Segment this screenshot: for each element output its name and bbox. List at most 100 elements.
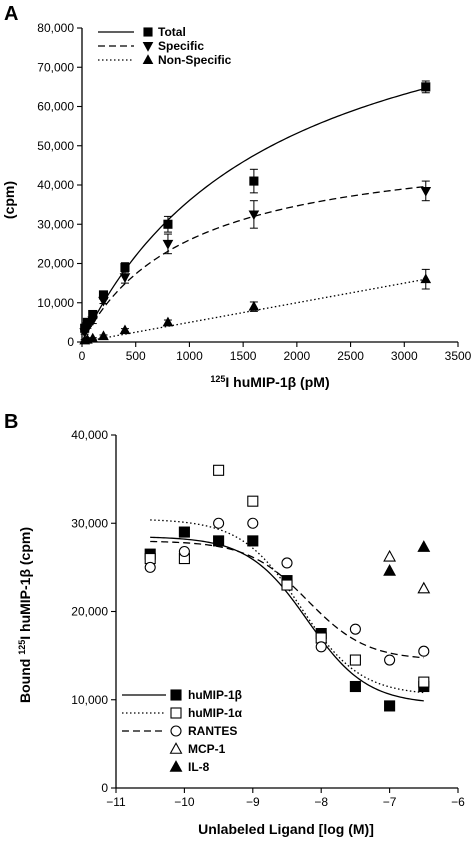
x-tick-label: −6	[451, 795, 465, 809]
data-point-specific	[248, 210, 260, 221]
x-tick-label: 2000	[284, 349, 311, 363]
x-tick-label: 3000	[391, 349, 418, 363]
legend-marker-mcp-1	[169, 742, 183, 754]
fit-curve-specific	[81, 185, 426, 343]
panel-b-fit-curves	[150, 519, 424, 702]
data-point-humip-1	[213, 464, 225, 476]
x-tick-label: 2500	[337, 349, 364, 363]
y-tick-label: 30,000	[37, 217, 74, 231]
x-tick-label: −11	[106, 795, 126, 809]
data-point-non-specific	[162, 316, 174, 327]
data-point-rantes	[247, 517, 259, 529]
fit-curve-humip-1	[150, 519, 424, 694]
y-tick-label: 0	[67, 335, 74, 349]
panel-b-legend: huMIP-1β huMIP-1α RANTES MCP-1 IL-8	[122, 688, 243, 774]
panel-b-axes	[115, 435, 458, 789]
data-point-specific	[162, 239, 174, 250]
panel-b-x-axis-label: Unlabeled Ligand [log (M)]	[198, 821, 374, 837]
data-point-humip-1	[281, 579, 293, 591]
data-point-specific	[98, 296, 109, 307]
y-tick-label: 80,000	[37, 21, 74, 35]
panel-a-fit-curves	[81, 87, 426, 343]
panel-b-data-points	[144, 464, 431, 712]
data-point-rantes	[349, 623, 361, 635]
legend-marker-humip-1	[170, 707, 182, 719]
legend-marker-non-specific	[142, 54, 154, 64]
data-point-specific	[119, 273, 131, 283]
legend-label-mcp-1: MCP-1	[188, 742, 226, 756]
x-tick-label: 500	[126, 349, 146, 363]
data-point-mcp-1	[417, 581, 431, 594]
data-point-rantes	[384, 654, 396, 666]
data-point-total	[163, 219, 173, 229]
data-point-humip-1	[178, 526, 190, 538]
y-tick-label: 30,000	[71, 516, 108, 530]
legend-label-humip-1: huMIP-1β	[188, 688, 242, 702]
y-tick-label: 20,000	[71, 605, 108, 619]
data-point-total	[421, 82, 431, 92]
x-tick-label: 0	[79, 349, 86, 363]
data-point-non-specific	[420, 273, 432, 284]
x-tick-label: 1000	[176, 349, 203, 363]
y-tick-label: 20,000	[37, 257, 74, 271]
panel-b-y-axis-label: Bound 125I huMIP-1β (cpm)	[17, 527, 33, 703]
legend-label-non-specific: Non-Specific	[158, 53, 232, 67]
legend-label-il-8: IL-8	[188, 760, 210, 774]
data-point-humip-1	[247, 535, 259, 547]
x-tick-label: −8	[314, 795, 328, 809]
legend-marker-rantes	[170, 725, 182, 737]
legend-marker-specific	[142, 42, 154, 52]
y-tick-label: 40,000	[37, 178, 74, 192]
data-point-humip-1	[384, 700, 396, 712]
data-point-humip-1	[213, 535, 225, 547]
data-point-total	[249, 176, 259, 186]
data-point-rantes	[315, 641, 327, 653]
data-point-mcp-1	[383, 549, 397, 562]
y-tick-label: 10,000	[71, 693, 108, 707]
fit-curve-total	[81, 87, 426, 343]
legend-label-rantes: RANTES	[188, 724, 237, 738]
data-point-total	[120, 262, 130, 272]
data-point-il-8	[417, 540, 431, 552]
panel-b-chart: −11 −10 −9 −8 −7 −6010,00020,00030,00040,000 …	[17, 428, 465, 837]
data-point-humip-1	[247, 495, 259, 507]
data-point-humip-1	[349, 654, 361, 666]
x-tick-label: −9	[246, 795, 260, 809]
panel-a-data-points	[79, 80, 432, 345]
legend-marker-il-8	[169, 760, 183, 772]
legend-marker-humip-1	[170, 689, 182, 701]
x-tick-label: 1500	[230, 349, 257, 363]
data-point-rantes	[144, 561, 156, 573]
y-tick-label: 10,000	[37, 296, 74, 310]
data-point-non-specific	[248, 300, 260, 311]
data-point-humip-1	[418, 676, 430, 688]
data-point-specific	[87, 316, 99, 327]
y-tick-label: 40,000	[71, 428, 108, 442]
y-tick-label: 60,000	[37, 100, 74, 114]
data-point-non-specific	[87, 332, 99, 343]
x-tick-label: 3500	[445, 349, 472, 363]
data-point-specific	[420, 186, 432, 197]
data-point-rantes	[213, 517, 225, 529]
data-point-rantes	[178, 545, 190, 558]
data-point-non-specific	[98, 330, 109, 341]
legend-label-humip-1: huMIP-1α	[188, 706, 243, 720]
y-tick-label: 50,000	[37, 139, 74, 153]
legend-label-specific: Specific	[158, 39, 204, 53]
data-point-humip-1	[349, 680, 361, 693]
data-point-rantes	[281, 557, 293, 569]
panel-b-ticks: −11 −10 −9 −8 −7 −6 0 10,000 20,000 30,000 40,000	[71, 428, 465, 809]
panel-a-chart: 0 500 1000 1500 2000 2500 3000 3500 0 10,000 20,00…	[1, 21, 472, 390]
panel-a-letter: A	[4, 3, 18, 25]
x-tick-label: −10	[174, 795, 195, 809]
legend-marker-total	[143, 27, 153, 37]
panel-a-ticks: 0 500 1000 1500 2000 2500 3000 3500 0 10,000 20,00…	[37, 21, 471, 363]
panel-a-x-axis-label: 125I huMIP-1β (pM)	[210, 374, 329, 390]
legend-label-total: Total	[158, 25, 186, 39]
y-tick-label: 70,000	[37, 60, 74, 74]
panel-b-letter: B	[4, 411, 18, 433]
panel-a-y-axis-label: (cpm)	[1, 181, 17, 219]
x-tick-label: −7	[383, 795, 397, 809]
data-point-non-specific	[119, 324, 131, 335]
